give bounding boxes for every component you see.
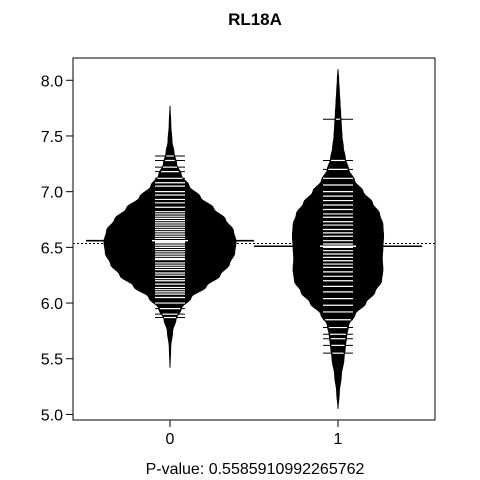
y-tick-label: 8.0 [41,73,63,90]
y-tick-label: 7.0 [41,185,63,202]
y-tick-label: 6.5 [41,240,63,257]
x-tick-label: 1 [334,431,343,448]
y-axis: 5.0 5.5 6.0 6.5 7.0 7.5 8.0 [41,73,73,424]
y-tick-label: 5.0 [41,407,63,424]
x-tick-label: 0 [166,431,175,448]
y-tick-label: 6.0 [41,296,63,313]
y-tick-label: 5.5 [41,352,63,369]
plot-frame [72,57,436,421]
bean-density-shape [291,69,385,409]
plot-area [73,69,435,409]
bean-0 [86,105,254,368]
x-axis-label: P-value: 0.5585910992265762 [146,461,365,478]
bean-1 [254,69,422,409]
y-tick-label: 7.5 [41,129,63,146]
chart-title: RL18A [228,10,282,29]
